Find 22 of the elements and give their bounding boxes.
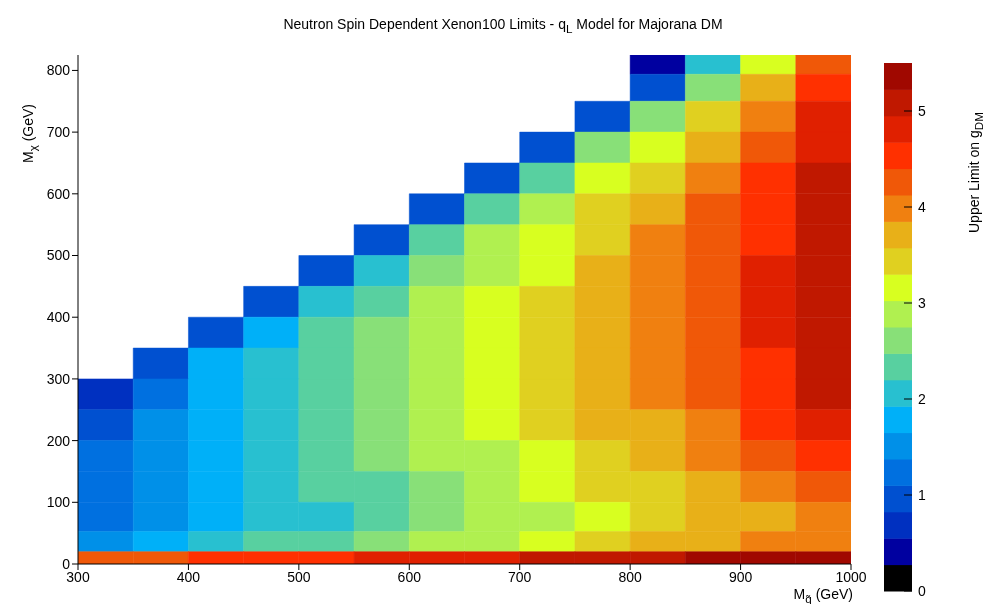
y-tick-label: 500 <box>46 247 71 264</box>
y-tick-label: 700 <box>46 124 71 141</box>
y-tick-label: 200 <box>46 432 71 449</box>
y-tick-label: 600 <box>46 185 71 202</box>
color-bar-label: 2 <box>918 391 926 407</box>
y-tick-label: 300 <box>46 370 71 387</box>
y-tick-label: 100 <box>46 494 71 511</box>
x-tick-label: 1000 <box>835 568 867 585</box>
y-tick-label: 800 <box>46 62 71 79</box>
chart-title: Neutron Spin Dependent Xenon100 Limits - q$_{L}$ Model for Majorana DM <box>282 16 724 35</box>
x-tick-label: 600 <box>397 568 422 585</box>
x-tick-label: 800 <box>618 568 643 585</box>
x-tick-label: 900 <box>728 568 753 585</box>
color-bar-label: 0 <box>918 583 926 599</box>
x-tick-label: 700 <box>508 568 532 585</box>
color-bar-label: 4 <box>918 199 926 215</box>
color-bar-label: 5 <box>918 103 926 119</box>
color-bar-label: 1 <box>918 487 926 503</box>
x-tick-label: 500 <box>287 568 311 585</box>
x-tick-label: 400 <box>176 568 201 585</box>
color-bar-label: 3 <box>918 295 926 311</box>
y-tick-label: 400 <box>46 309 71 326</box>
